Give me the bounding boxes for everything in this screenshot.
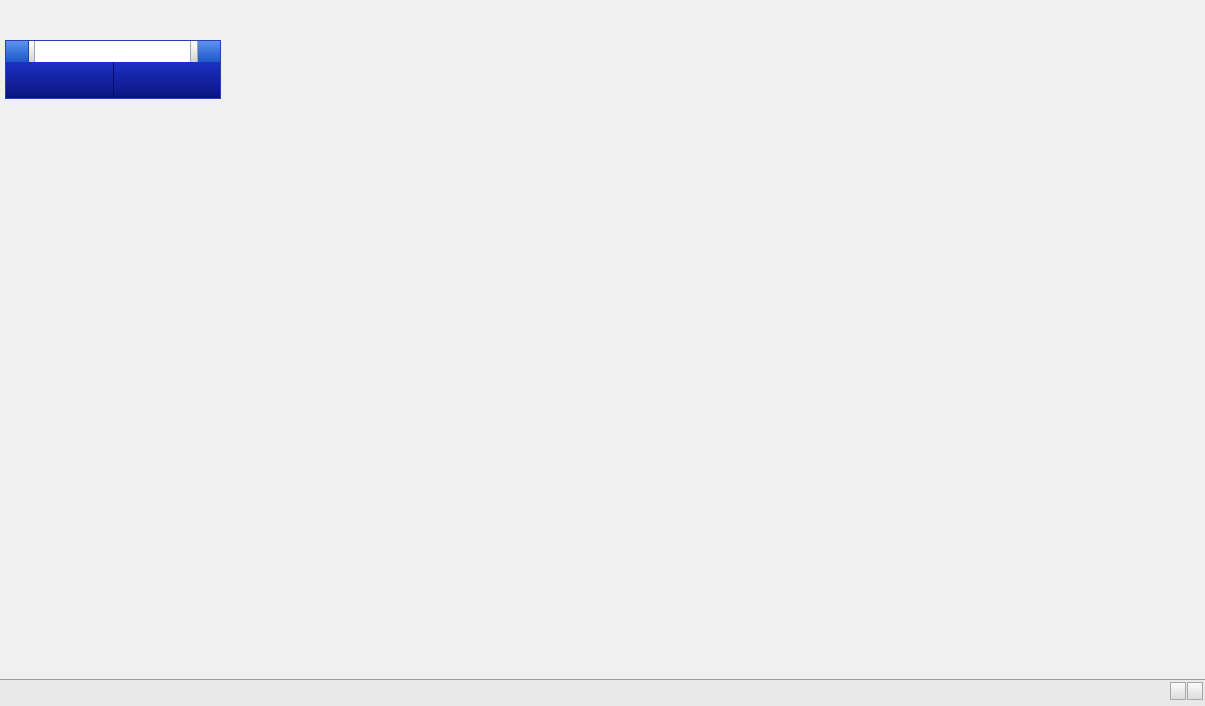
chart-tab-bar — [0, 679, 1205, 706]
trade-widget-top-row — [6, 41, 220, 62]
one-click-trading-widget — [5, 40, 221, 99]
sell-button[interactable] — [6, 41, 29, 62]
timeframe-toolbar — [0, 0, 1205, 16]
tab-scroll-buttons — [1170, 682, 1205, 700]
tab-scroll-right[interactable] — [1187, 682, 1203, 700]
volume-decrease-button[interactable] — [28, 41, 36, 62]
volume-input[interactable] — [35, 41, 192, 62]
buy-button[interactable] — [197, 41, 220, 62]
volume-increase-button[interactable] — [191, 41, 198, 62]
buy-price-display[interactable] — [114, 62, 221, 98]
trade-widget-price-row — [6, 62, 220, 98]
tab-scroll-left[interactable] — [1170, 682, 1186, 700]
sell-price-display[interactable] — [6, 62, 114, 98]
